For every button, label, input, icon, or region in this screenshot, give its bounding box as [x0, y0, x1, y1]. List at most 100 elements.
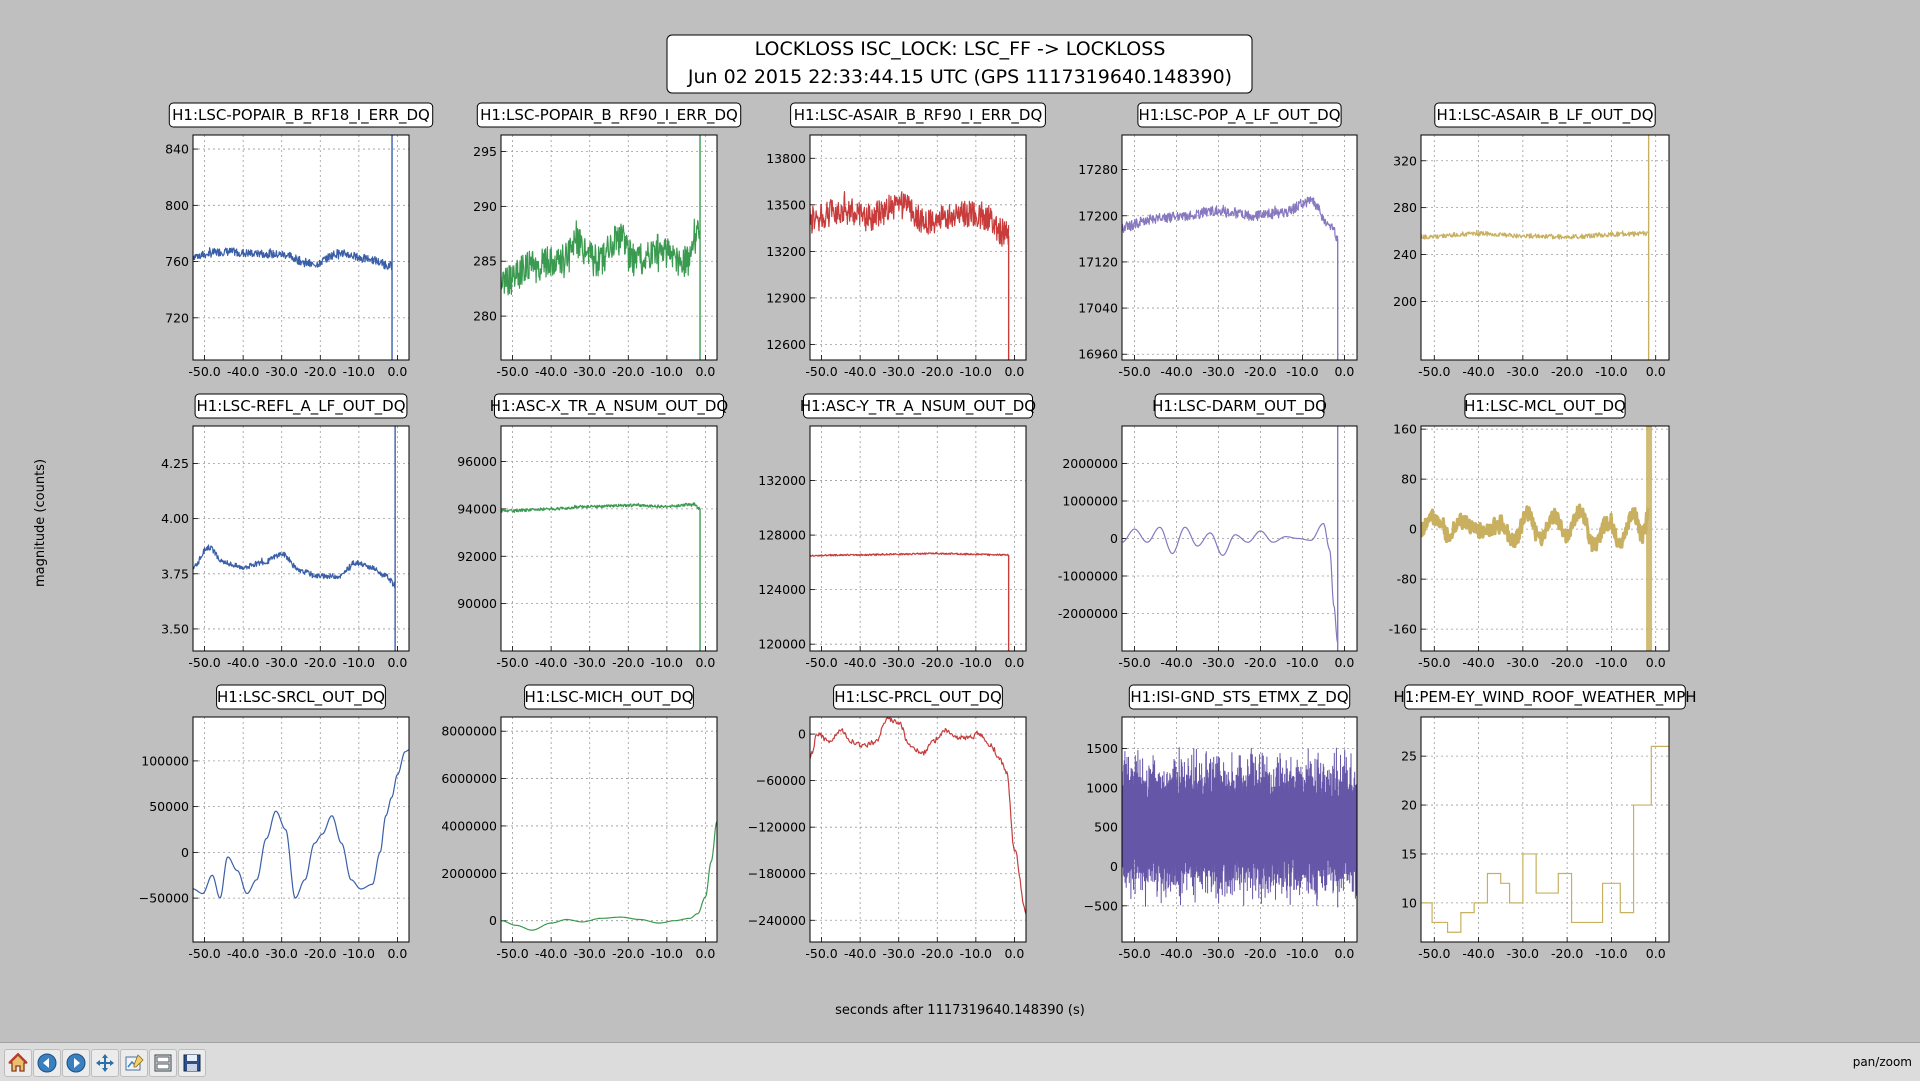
subplot-7[interactable]: -50.0 -40.0 -30.0 -20.0 -10.0 0.0 90000 92000 94… — [457, 393, 728, 670]
plot-area[interactable] — [501, 426, 717, 651]
forward-arrow-icon — [66, 1053, 86, 1073]
x-tick-label: -50.0 — [1418, 946, 1450, 961]
plot-area[interactable] — [193, 135, 409, 360]
forward-button[interactable] — [62, 1049, 90, 1077]
data-series-line — [1122, 747, 1357, 908]
x-tick-label: -40.0 — [1462, 946, 1494, 961]
navigation-toolbar: pan/zoom — [0, 1042, 1920, 1081]
y-tick-label: -1000000 — [1058, 569, 1118, 584]
plot-area[interactable] — [1421, 135, 1669, 360]
plot-area[interactable] — [193, 426, 409, 651]
x-tick-label: -10.0 — [1595, 364, 1627, 379]
subplot-title: H1:LSC-MICH_OUT_DQ — [524, 688, 693, 707]
subplot-4[interactable]: -50.0 -40.0 -30.0 -20.0 -10.0 0.0 16960 17040 17… — [1078, 102, 1358, 379]
series-group — [1421, 135, 1650, 360]
back-button[interactable] — [33, 1049, 61, 1077]
x-tick-label: -30.0 — [1202, 364, 1234, 379]
subplot-13[interactable]: -50.0 -40.0 -30.0 -20.0 -10.0 0.0 −240000 −1800… — [748, 684, 1027, 961]
subplot-11[interactable]: -50.0 -40.0 -30.0 -20.0 -10.0 0.0 −50000 0 50000… — [139, 684, 410, 961]
x-tick-label: -10.0 — [1595, 946, 1627, 961]
home-button[interactable] — [4, 1049, 32, 1077]
axes-frame — [1420, 425, 1670, 652]
y-tick-label: 0 — [489, 913, 497, 928]
plot-area[interactable] — [810, 426, 1026, 651]
y-tick-label: 50000 — [149, 799, 189, 814]
data-series-line — [810, 717, 1026, 915]
subplot-15[interactable]: -50.0 -40.0 -30.0 -20.0 -10.0 0.0 10 15 20 25 H1:P… — [1393, 684, 1697, 961]
axes-frame — [1420, 134, 1670, 361]
subplot-3[interactable]: -50.0 -40.0 -30.0 -20.0 -10.0 0.0 12600 12900 13… — [766, 102, 1046, 379]
series-group — [501, 135, 701, 360]
y-tick-label: 285 — [473, 254, 497, 269]
y-tick-label: 295 — [473, 144, 497, 159]
y-tick-label: 280 — [1393, 200, 1417, 215]
x-tick-label: -40.0 — [535, 655, 567, 670]
data-series-line — [1421, 745, 1669, 933]
plot-area[interactable] — [1122, 135, 1357, 360]
y-tick-label: 25 — [1401, 749, 1417, 764]
plot-area[interactable] — [810, 717, 1026, 942]
x-tick-label: -50.0 — [805, 655, 837, 670]
x-tick-label: -40.0 — [535, 364, 567, 379]
plot-area[interactable] — [501, 717, 717, 942]
subplots-icon — [125, 1054, 144, 1071]
back-arrow-icon — [37, 1053, 57, 1073]
figure-xlabel: seconds after 1117319640.148390 (s) — [835, 1003, 1085, 1018]
x-tick-label: -20.0 — [921, 946, 953, 961]
x-tick-label: -20.0 — [304, 364, 336, 379]
x-tick-label: -20.0 — [304, 946, 336, 961]
subplot-9[interactable]: -50.0 -40.0 -30.0 -20.0 -10.0 0.0 -2000000 -100… — [1058, 393, 1358, 670]
subplot-14[interactable]: -50.0 -40.0 -30.0 -20.0 -10.0 0.0 −500 0 500 1000… — [1084, 684, 1358, 961]
plot-area[interactable] — [1421, 717, 1669, 942]
subplot-2[interactable]: -50.0 -40.0 -30.0 -20.0 -10.0 0.0 280 285 290 295… — [473, 102, 742, 379]
subplot-title-box — [833, 684, 1003, 710]
subplots-button[interactable] — [120, 1049, 148, 1077]
y-tick-label: 128000 — [758, 528, 806, 543]
subplot-title-box — [790, 102, 1046, 128]
configure-button[interactable] — [149, 1049, 177, 1077]
y-tick-label: −60000 — [756, 773, 806, 788]
axes-frame — [809, 134, 1027, 361]
plot-area[interactable] — [193, 717, 409, 942]
series-group — [501, 820, 717, 931]
plot-area[interactable] — [501, 135, 717, 360]
series-group — [1122, 426, 1339, 651]
axes-frame — [809, 425, 1027, 652]
y-tick-label: 17200 — [1078, 208, 1118, 223]
subplot-1[interactable]: -50.0 -40.0 -30.0 -20.0 -10.0 0.0 720 760 800 840… — [165, 102, 434, 379]
y-tick-label: −180000 — [748, 866, 806, 881]
y-tick-label: 0 — [1110, 531, 1118, 546]
move-cross-icon — [96, 1054, 114, 1072]
y-tick-label: 96000 — [457, 454, 497, 469]
subplot-8[interactable]: -50.0 -40.0 -30.0 -20.0 -10.0 0.0 120000 124000… — [758, 393, 1036, 670]
save-button[interactable] — [178, 1049, 206, 1077]
x-tick-label: -50.0 — [1118, 655, 1150, 670]
series-group — [193, 426, 396, 651]
floppy-disk-icon — [183, 1054, 201, 1072]
y-tick-label: 0 — [1409, 522, 1417, 537]
x-tick-label: -10.0 — [343, 364, 375, 379]
figure-title-line1: LOCKLOSS ISC_LOCK: LSC_FF -> LOCKLOSS — [755, 38, 1166, 60]
y-tick-label: 120000 — [758, 637, 806, 652]
x-tick-label: -40.0 — [844, 946, 876, 961]
series-group — [1122, 747, 1357, 908]
plot-area[interactable] — [810, 135, 1026, 360]
x-tick-label: -30.0 — [883, 364, 915, 379]
subplot-title-box — [494, 393, 724, 419]
y-tick-label: 240 — [1393, 247, 1417, 262]
y-tick-label: 12600 — [766, 337, 806, 352]
y-tick-label: -160 — [1389, 622, 1417, 637]
x-tick-label: 0.0 — [1004, 946, 1024, 961]
subplot-5[interactable]: -50.0 -40.0 -30.0 -20.0 -10.0 0.0 200 240 280 320… — [1393, 102, 1670, 379]
subplot-title: H1:LSC-SRCL_OUT_DQ — [217, 688, 385, 707]
pan-button[interactable] — [91, 1049, 119, 1077]
y-tick-label: 132000 — [758, 473, 806, 488]
x-tick-label: -10.0 — [960, 946, 992, 961]
subplot-title-box — [168, 102, 434, 128]
figure-title-box: LOCKLOSS ISC_LOCK: LSC_FF -> LOCKLOSS Ju… — [666, 34, 1253, 94]
subplot-10[interactable]: -50.0 -40.0 -30.0 -20.0 -10.0 0.0 -160 -80 0 80 16… — [1389, 393, 1670, 670]
subplot-6[interactable]: -50.0 -40.0 -30.0 -20.0 -10.0 0.0 3.50 3.75 4.00… — [161, 393, 410, 670]
figure-canvas[interactable]: LOCKLOSS ISC_LOCK: LSC_FF -> LOCKLOSS Ju… — [0, 0, 1920, 1042]
x-tick-label: -40.0 — [535, 946, 567, 961]
subplot-12[interactable]: -50.0 -40.0 -30.0 -20.0 -10.0 0.0 0 2000000 4000… — [441, 684, 718, 961]
